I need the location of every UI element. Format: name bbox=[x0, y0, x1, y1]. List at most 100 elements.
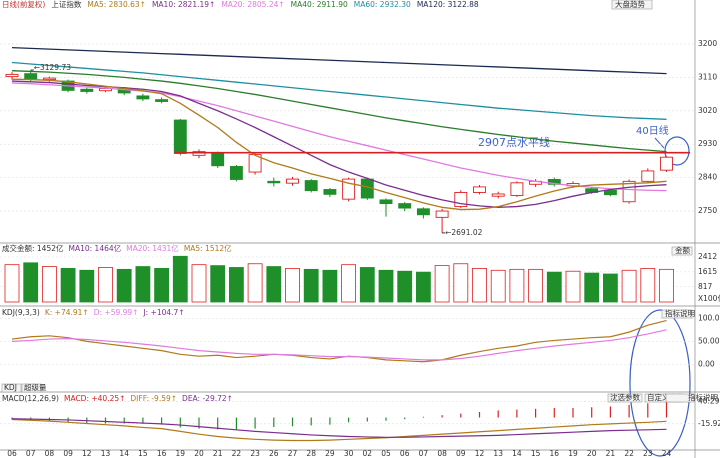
volume-bar bbox=[247, 263, 263, 303]
volume-bar bbox=[509, 268, 525, 303]
candle-body bbox=[24, 73, 38, 80]
candle-body bbox=[603, 189, 617, 196]
button-label[interactable]: 指标说明 bbox=[688, 392, 718, 402]
volume-bar bbox=[23, 262, 39, 303]
candle-body bbox=[229, 166, 243, 180]
candle-body bbox=[323, 189, 337, 195]
volume-bar bbox=[640, 268, 656, 303]
button-label[interactable]: 沈选参数 bbox=[610, 392, 640, 402]
x-tick-label: 28 bbox=[306, 449, 316, 458]
y-tick-label: 2840 bbox=[698, 173, 717, 182]
tab bbox=[1, 383, 22, 393]
symbol: 上证指数 bbox=[51, 0, 81, 9]
y-tick-label: 0.00 bbox=[698, 360, 715, 369]
indicator-legend: D: +59.99↑ bbox=[94, 308, 139, 317]
y-tick-label: 817 bbox=[698, 282, 713, 291]
indicator-legend: KDJ(9,3,3) bbox=[2, 308, 40, 317]
x-tick-label: 13 bbox=[101, 449, 111, 458]
ma-legend: MA60: 2932.30 bbox=[354, 0, 411, 9]
volume-bar bbox=[472, 268, 487, 303]
x-tick-label: 16 bbox=[550, 449, 560, 458]
volume-bar bbox=[621, 269, 637, 303]
x-tick-label: 23 bbox=[250, 449, 260, 458]
tab-label[interactable]: 超级量 bbox=[24, 382, 47, 392]
volume-bar bbox=[359, 267, 375, 303]
volume-bar bbox=[98, 267, 113, 303]
x-tick-label: 06 bbox=[7, 449, 17, 458]
volume-bar bbox=[415, 271, 431, 303]
candle-body bbox=[398, 203, 412, 209]
volume-bar bbox=[397, 270, 413, 303]
indicator-legend: J: +104.7↑ bbox=[142, 308, 184, 317]
candle-body bbox=[510, 182, 524, 196]
volume-bar bbox=[322, 269, 338, 303]
extreme-label: ←2691.02 bbox=[445, 228, 483, 237]
volume-bar bbox=[565, 270, 581, 303]
x-tick-label: 20 bbox=[587, 449, 597, 458]
candle-body bbox=[136, 95, 150, 100]
x-tick-label: 22 bbox=[232, 449, 242, 458]
ma-legend: MA20: 2805.24↑ bbox=[221, 0, 284, 9]
x-tick-label: 14 bbox=[512, 449, 522, 458]
x-tick-label: 24 bbox=[662, 449, 672, 458]
ma-line bbox=[11, 46, 667, 75]
button-label[interactable]: 金额 bbox=[675, 245, 690, 255]
y-tick-label: 100.00 bbox=[698, 313, 720, 322]
volume-bar bbox=[528, 268, 543, 303]
indicator-legend: MA5: 1512亿 bbox=[184, 243, 232, 253]
volume-bar bbox=[172, 255, 188, 303]
panel-button bbox=[607, 393, 643, 403]
ma-line bbox=[11, 82, 667, 192]
candle-body bbox=[379, 199, 393, 205]
volume-bar bbox=[378, 269, 394, 303]
volume-bar bbox=[4, 264, 20, 303]
x-tick-label: 16 bbox=[157, 449, 167, 458]
tool-button bbox=[611, 0, 653, 10]
indicator-line bbox=[11, 319, 667, 363]
x-tick-label: 15 bbox=[138, 449, 148, 458]
x-tick-label: 12 bbox=[475, 449, 485, 458]
candle-body bbox=[416, 208, 430, 216]
y-tick-label: 50.00 bbox=[698, 336, 720, 345]
candle-body bbox=[641, 170, 655, 182]
volume-bar bbox=[453, 263, 469, 303]
x-tick-label: 05 bbox=[381, 449, 391, 458]
volume-bar bbox=[603, 273, 618, 303]
ma-line bbox=[11, 61, 667, 120]
x-tick-label: 26 bbox=[269, 449, 279, 458]
volume-bar bbox=[341, 264, 357, 303]
volume-bar bbox=[60, 268, 76, 303]
x-tick-label: 27 bbox=[288, 449, 298, 458]
volume-bar bbox=[285, 268, 300, 303]
volume-bar bbox=[154, 268, 170, 303]
indicator-line bbox=[11, 418, 667, 442]
indicator-line bbox=[11, 329, 667, 361]
indicator-legend: K: +74.91↑ bbox=[45, 308, 89, 317]
ma-line bbox=[11, 70, 667, 153]
candle-body bbox=[435, 210, 449, 218]
tab-label[interactable]: KDJ bbox=[4, 383, 17, 392]
tab bbox=[21, 383, 42, 393]
indicator-legend: DEA: -29.72↑ bbox=[182, 394, 233, 403]
volume-bar bbox=[228, 267, 244, 303]
button-label[interactable]: 指标说明 bbox=[665, 308, 695, 318]
volume-bar bbox=[116, 268, 132, 303]
volume-bar bbox=[490, 269, 506, 303]
x-tick-label: 09 bbox=[63, 449, 73, 458]
ma-legend: MA40: 2911.90 bbox=[291, 0, 348, 9]
x-tick-label: 09 bbox=[456, 449, 466, 458]
volume-bar bbox=[266, 266, 282, 303]
panel-header: MACD(12,26,9) MACD: +40.25↑ DIFF: -9.59↑ DE… bbox=[2, 394, 233, 403]
extreme-label: ←3129.73 bbox=[34, 63, 72, 72]
x-tick-label: 08 bbox=[45, 449, 55, 458]
header: 日线(前复权) 上证指数 MA5: 2830.63↑ MA10: 2821.19↑ MA… bbox=[2, 0, 479, 9]
ma-legend: MA5: 2830.63↑ bbox=[87, 0, 146, 9]
panel-button bbox=[661, 309, 693, 319]
y-tick-label: 1615 bbox=[698, 267, 717, 276]
candle-body bbox=[42, 77, 56, 81]
x-tick-label: 08 bbox=[437, 449, 447, 458]
tool-label[interactable]: 大盘趋势 bbox=[615, 0, 645, 9]
panel-button bbox=[665, 393, 695, 403]
